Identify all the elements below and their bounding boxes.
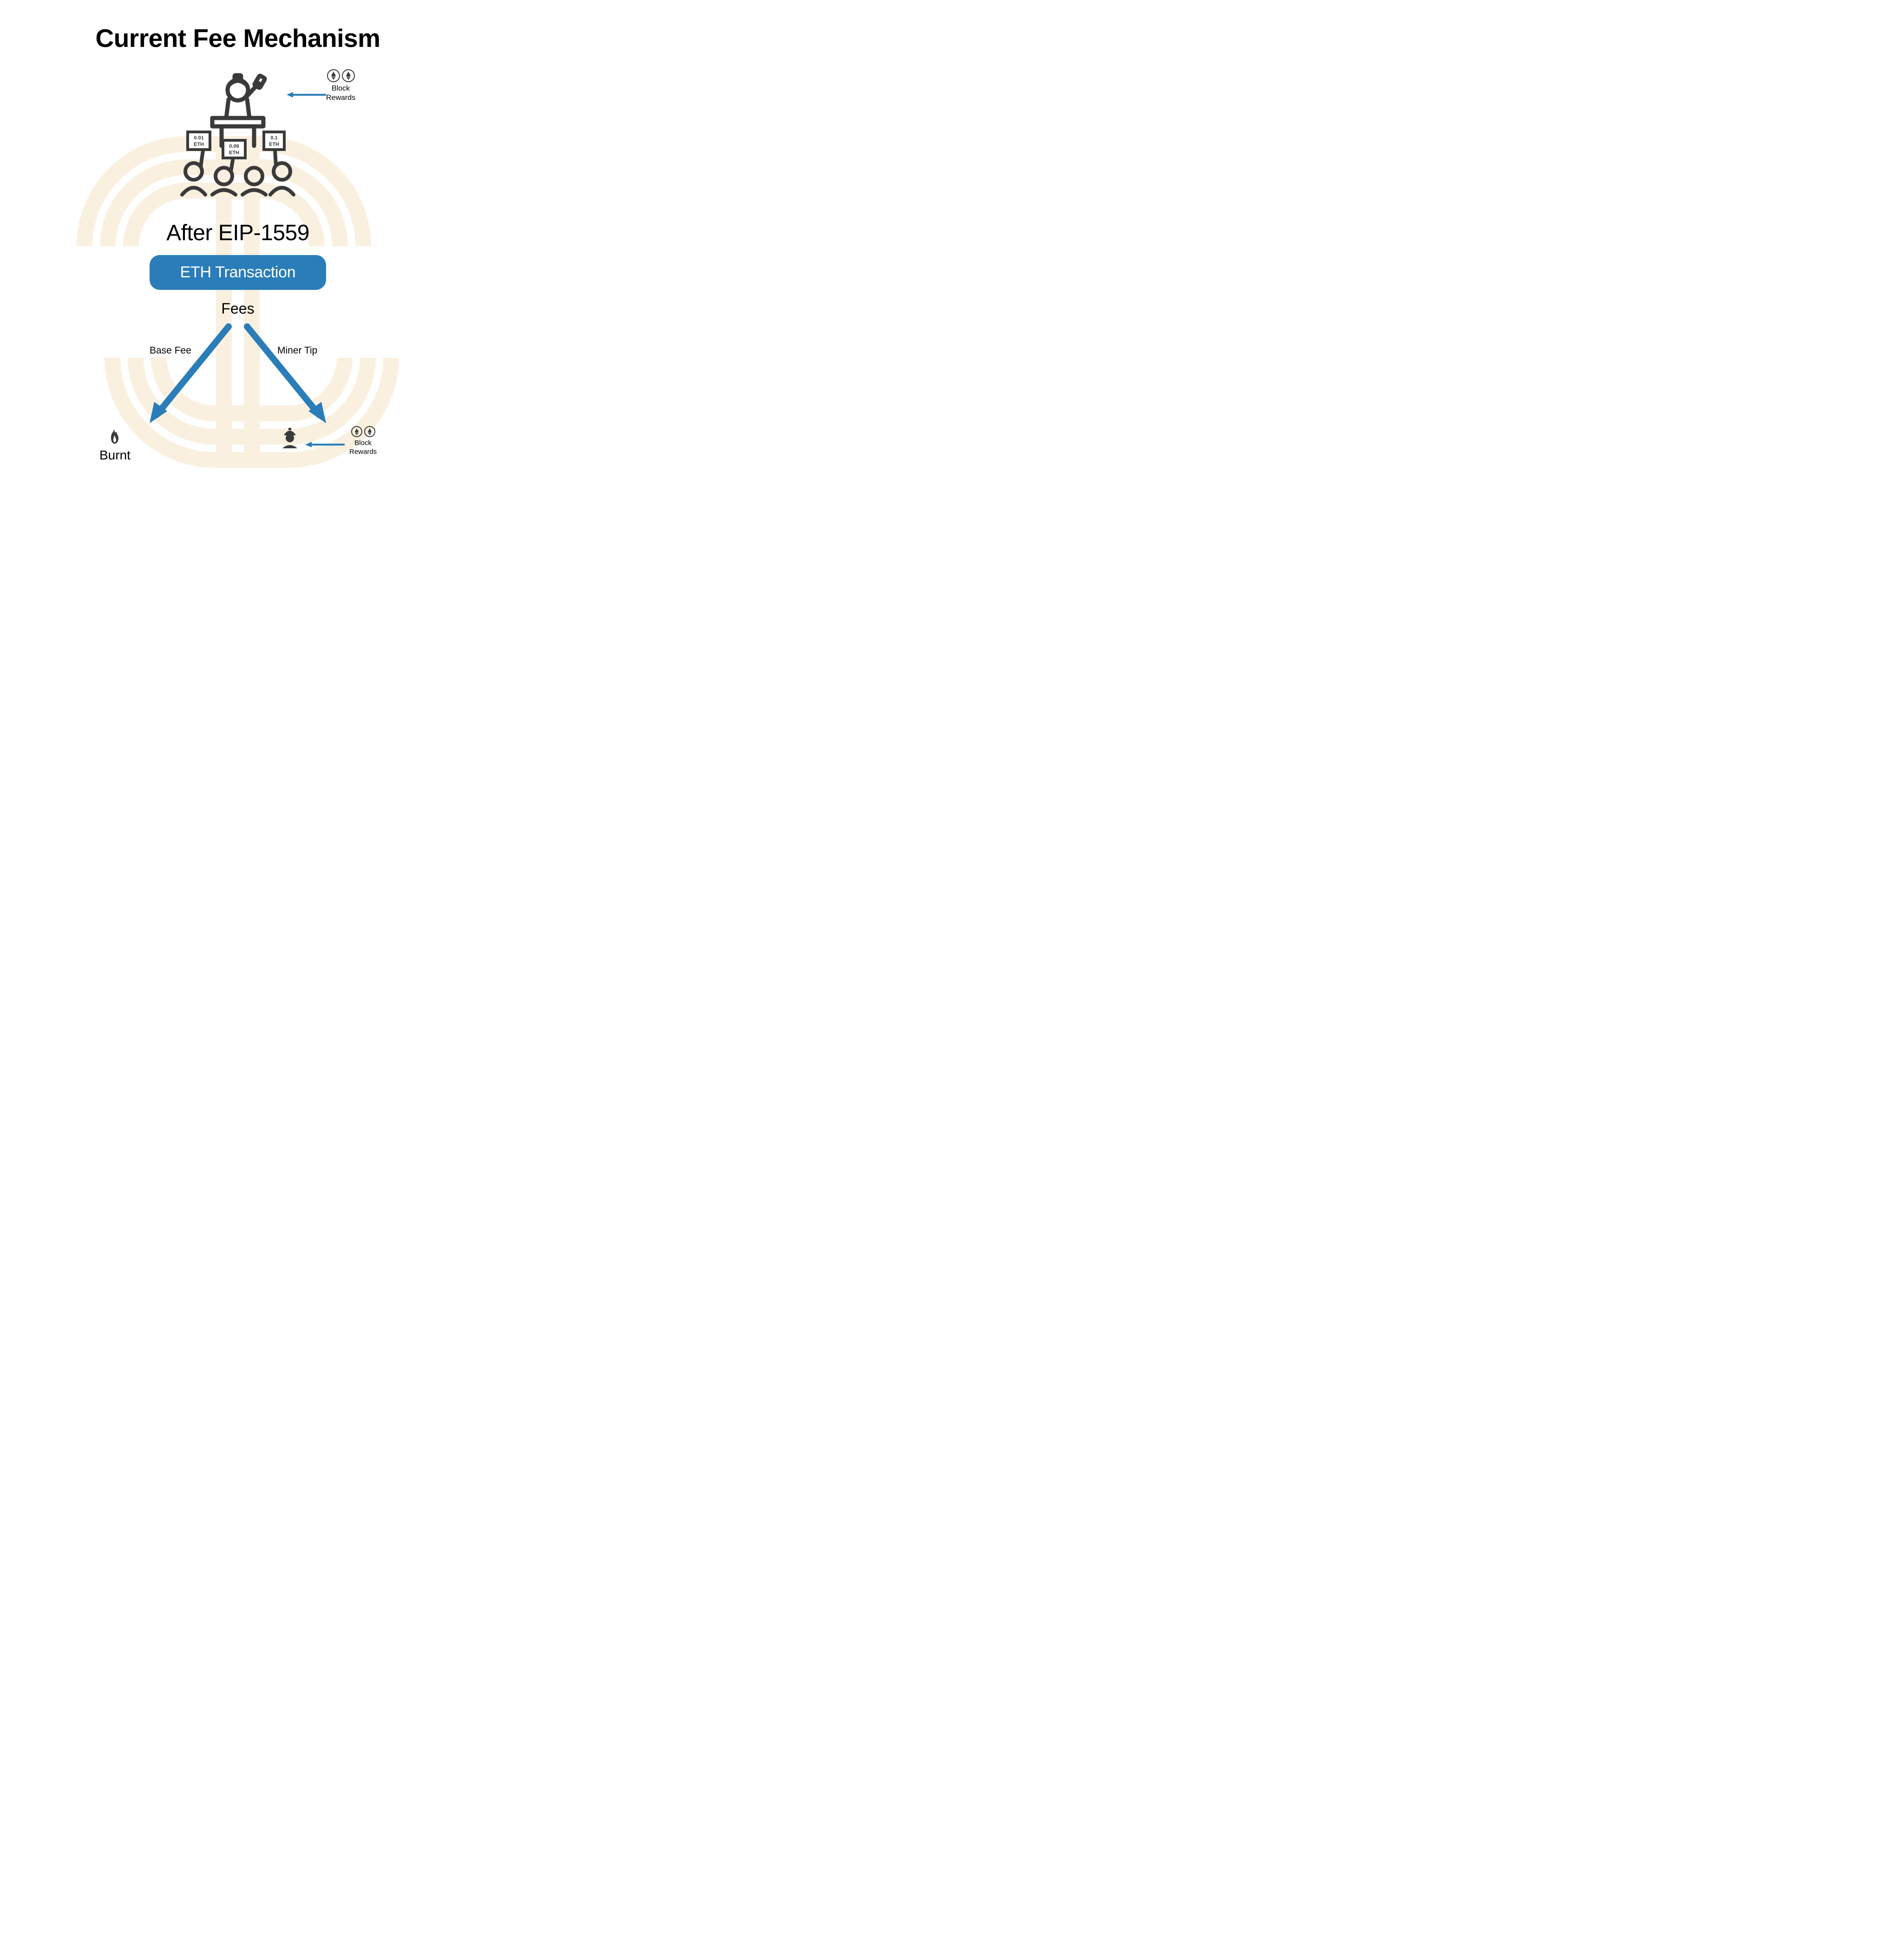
miner-icon-group bbox=[280, 427, 300, 451]
burnt-group: Burnt bbox=[99, 428, 131, 463]
block-rewards-top: Block Rewards bbox=[326, 69, 355, 103]
base-fee-label: Base Fee bbox=[150, 345, 191, 356]
miner-icon bbox=[280, 427, 300, 448]
eth-coin-icon bbox=[327, 69, 340, 82]
fee-split-arrows: Base Fee Miner Tip bbox=[108, 322, 368, 433]
svg-text:ETH: ETH bbox=[194, 142, 204, 147]
miner-tip-label: Miner Tip bbox=[277, 345, 317, 356]
block-rewards-arrow-bottom bbox=[305, 440, 347, 449]
block-rewards-arrow-top bbox=[287, 90, 328, 99]
main-title: Current Fee Mechanism bbox=[0, 23, 476, 53]
svg-text:ETH: ETH bbox=[269, 142, 279, 147]
svg-text:0.06: 0.06 bbox=[229, 144, 239, 149]
block-rewards-label-top: Block Rewards bbox=[326, 84, 355, 103]
eth-transaction-pill: ETH Transaction bbox=[150, 255, 326, 290]
svg-text:0.01: 0.01 bbox=[194, 135, 203, 141]
burnt-label: Burnt bbox=[99, 448, 131, 463]
block-rewards-label-bottom: Block Rewards bbox=[349, 439, 377, 457]
flame-icon bbox=[107, 428, 122, 445]
eth-coin-icon bbox=[364, 426, 375, 437]
block-rewards-bottom: Block Rewards bbox=[349, 426, 377, 457]
eth-coin-icon bbox=[342, 69, 355, 82]
svg-text:ETH: ETH bbox=[229, 150, 239, 156]
eth-coin-icon bbox=[351, 426, 362, 437]
fees-label: Fees bbox=[0, 300, 476, 317]
subtitle: After EIP-1559 bbox=[0, 220, 476, 246]
auction-scene: 0.01 ETH 0.06 ETH 0.1 ETH bbox=[159, 72, 317, 197]
svg-text:0.1: 0.1 bbox=[270, 135, 277, 141]
